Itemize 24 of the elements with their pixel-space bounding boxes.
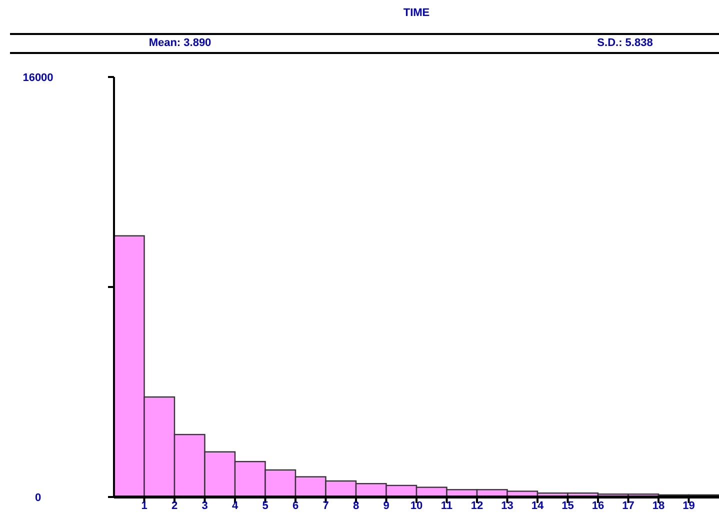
x-tick-label: 13 (501, 500, 514, 512)
x-tick-label: 11 (440, 500, 453, 512)
x-tick-label: 3 (202, 500, 208, 512)
x-tick-label: 9 (383, 500, 390, 512)
x-tick-label: 1 (141, 500, 148, 512)
x-tick-label: 7 (322, 500, 329, 512)
x-tick-label: 16 (592, 500, 604, 512)
x-tick-label: 14 (531, 500, 544, 512)
x-tick-label: 5 (262, 500, 268, 512)
y-tick-label: 0 (34, 492, 42, 504)
chart-title: TIME (402, 7, 431, 19)
x-tick-label: 19 (682, 500, 695, 512)
text: Mean: 3.890 (148, 37, 212, 49)
x-tick-label: 8 (352, 500, 360, 512)
x-tick-label: 6 (292, 500, 299, 512)
x-tick-label: 17 (622, 500, 634, 512)
y-tick-label: 16000 (22, 72, 54, 84)
x-tick-label: 10 (410, 500, 423, 512)
x-tick-label: 15 (562, 500, 574, 512)
x-tick-label: 4 (232, 500, 239, 512)
text: S.D.: 5.838 (597, 37, 653, 49)
x-tick-label: 18 (652, 500, 665, 512)
x-tick-label: 12 (470, 500, 484, 512)
x-tick-label: 2 (171, 500, 178, 512)
